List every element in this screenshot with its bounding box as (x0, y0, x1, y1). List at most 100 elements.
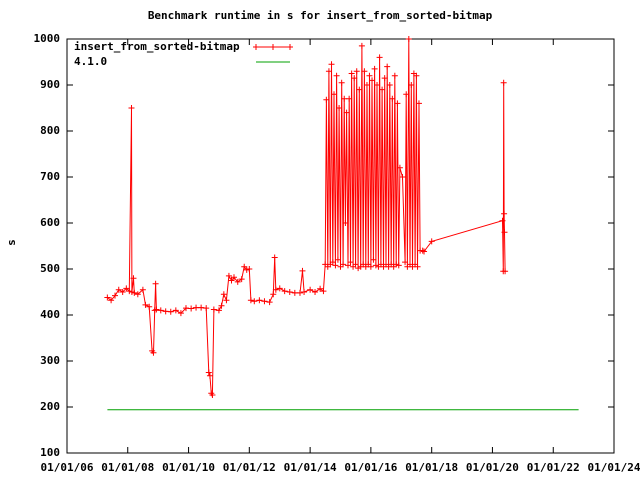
data-point-marker (363, 82, 370, 88)
y-tick-label: 700 (40, 170, 60, 183)
data-point-marker (338, 79, 345, 86)
data-point-marker (139, 286, 146, 293)
data-point-marker (366, 72, 373, 79)
y-tick-label: 100 (40, 446, 60, 459)
data-point-marker (396, 164, 403, 171)
data-point-marker (329, 259, 336, 266)
data-point-marker (205, 369, 212, 376)
data-point-marker (399, 174, 406, 180)
data-point-marker (172, 307, 179, 314)
data-point-marker (307, 286, 314, 293)
data-point-marker (312, 289, 319, 295)
data-point-marker (415, 100, 422, 107)
y-tick-label: 200 (40, 400, 60, 413)
data-point-marker (346, 95, 353, 102)
data-point-marker (206, 372, 213, 379)
x-tick-label: 01/01/18 (405, 461, 459, 474)
data-point-marker (162, 308, 169, 315)
data-point-marker (408, 82, 415, 88)
y-tick-label: 500 (40, 262, 60, 275)
data-point-marker (182, 305, 189, 312)
data-point-marker (209, 392, 216, 399)
data-point-marker (218, 302, 225, 309)
data-point-marker (230, 274, 237, 281)
data-point-marker (384, 63, 391, 70)
x-tick-label: 01/01/14 (283, 461, 337, 474)
data-point-marker (241, 263, 248, 270)
data-point-marker (271, 254, 278, 261)
data-point-marker (501, 210, 508, 217)
data-point-marker (331, 91, 338, 98)
data-point-marker (348, 70, 355, 77)
data-point-marker (372, 262, 379, 269)
data-point-marker (134, 291, 141, 298)
data-point-marker (198, 304, 205, 311)
data-point-marker (276, 285, 283, 292)
data-point-marker (131, 289, 138, 296)
y-tick-label: 1000 (33, 32, 61, 45)
data-point-marker (188, 305, 195, 312)
legend-swatches (253, 44, 293, 63)
data-point-marker (223, 297, 230, 304)
data-point-marker (343, 109, 350, 116)
data-point-marker (403, 91, 410, 98)
data-point-marker (142, 301, 149, 308)
data-point-marker (336, 105, 343, 111)
y-axis-ticks (67, 38, 614, 454)
x-tick-label: 01/01/20 (465, 461, 519, 474)
data-point-marker (167, 308, 174, 315)
data-point-marker (215, 307, 222, 314)
data-point-marker (353, 68, 360, 75)
data-point-marker (414, 263, 421, 270)
data-point-marker (405, 36, 412, 42)
data-point-marker (376, 54, 383, 61)
data-point-marker (152, 280, 159, 287)
y-axis-label: s (4, 239, 18, 246)
data-point-marker (342, 220, 349, 226)
data-point-marker (291, 289, 298, 296)
data-point-marker (246, 266, 253, 272)
y-tick-label: 300 (40, 354, 60, 367)
data-point-marker (499, 217, 506, 224)
data-point-marker (317, 285, 324, 292)
data-point-marker (115, 286, 122, 293)
data-point-marker (428, 238, 435, 245)
data-point-marker (356, 86, 363, 93)
data-point-marker (234, 278, 241, 285)
data-point-marker (500, 79, 507, 86)
series-layer (104, 36, 579, 411)
data-point-marker (228, 277, 235, 284)
data-point-marker (325, 68, 332, 75)
data-point-marker (150, 349, 157, 356)
plot-border (66, 38, 615, 454)
data-point-marker (502, 268, 509, 275)
legend-marker (270, 44, 276, 50)
data-point-marker (374, 82, 381, 88)
data-point-marker (247, 297, 254, 304)
data-point-marker (104, 294, 111, 301)
data-point-marker (320, 288, 327, 295)
series-line-1 (107, 38, 506, 397)
data-point-marker (402, 259, 409, 266)
x-axis-ticks (66, 39, 615, 453)
data-point-marker (281, 288, 288, 295)
data-point-marker (108, 297, 115, 304)
data-point-marker (177, 310, 184, 317)
data-point-marker (328, 61, 335, 68)
data-point-marker (347, 259, 354, 266)
legend-marker (253, 44, 259, 50)
data-point-marker (379, 86, 386, 93)
data-point-marker (419, 247, 426, 254)
y-tick-label: 400 (40, 308, 60, 321)
data-point-marker (193, 304, 200, 311)
data-point-marker (355, 265, 362, 272)
data-point-marker (220, 291, 227, 298)
data-point-marker (146, 303, 153, 310)
data-point-marker (238, 276, 245, 283)
data-point-marker (210, 306, 217, 313)
data-point-marker (344, 262, 351, 269)
data-point-marker (272, 286, 279, 293)
data-point-marker (286, 289, 293, 295)
plot-frame (66, 38, 615, 454)
data-point-marker (323, 96, 330, 103)
